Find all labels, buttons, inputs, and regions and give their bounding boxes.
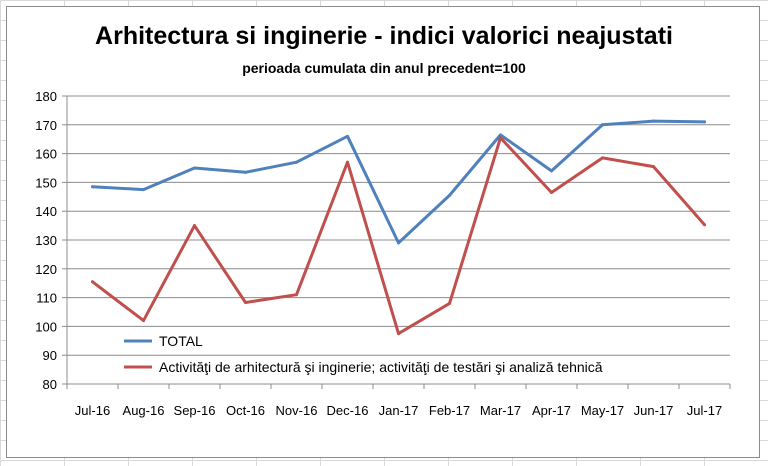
data-point[interactable] bbox=[499, 136, 502, 140]
data-point[interactable] bbox=[295, 160, 298, 164]
y-tick-labels: 80 90 100 110 120 130 140 150 160 170 180 bbox=[35, 89, 57, 392]
data-point[interactable] bbox=[703, 223, 706, 227]
x-tick-label: Sep-16 bbox=[174, 403, 216, 418]
y-tick-label: 150 bbox=[35, 175, 57, 190]
data-point[interactable] bbox=[550, 169, 553, 173]
data-point[interactable] bbox=[652, 119, 655, 123]
x-tick-label: Jul-16 bbox=[75, 403, 110, 418]
y-tick-label: 80 bbox=[43, 377, 57, 392]
data-point[interactable] bbox=[448, 193, 451, 197]
x-tick-label: Oct-16 bbox=[226, 403, 265, 418]
data-point[interactable] bbox=[652, 165, 655, 169]
data-point[interactable] bbox=[346, 160, 349, 164]
data-point[interactable] bbox=[142, 188, 145, 192]
y-tick-label: 160 bbox=[35, 147, 57, 162]
data-point[interactable] bbox=[499, 133, 502, 137]
x-tick-label: Mar-17 bbox=[480, 403, 521, 418]
data-point[interactable] bbox=[397, 332, 400, 336]
legend-label: Activităţi de arhitectură şi inginerie; … bbox=[159, 359, 603, 375]
data-point[interactable] bbox=[295, 293, 298, 297]
x-tick-label: May-17 bbox=[581, 403, 624, 418]
y-tick-label: 90 bbox=[43, 348, 57, 363]
x-tick-label: Feb-17 bbox=[429, 403, 470, 418]
data-point[interactable] bbox=[703, 120, 706, 124]
chart-subtitle: perioada cumulata din anul precedent=100 bbox=[242, 60, 526, 76]
series-line-1[interactable] bbox=[91, 136, 706, 336]
data-point[interactable] bbox=[601, 123, 604, 127]
axes bbox=[62, 95, 731, 389]
x-tick-label: Aug-16 bbox=[123, 403, 165, 418]
x-tick-labels: Jul-16 Aug-16 Sep-16 Oct-16 Nov-16 Dec-16 Jan-… bbox=[75, 403, 722, 418]
data-point[interactable] bbox=[244, 300, 247, 304]
chart-frame[interactable] bbox=[6, 6, 760, 458]
x-tick-label: Jan-17 bbox=[379, 403, 419, 418]
legend: TOTAL Activităţi de arhitectură şi ingine… bbox=[124, 333, 603, 375]
data-point[interactable] bbox=[550, 190, 553, 194]
y-tick-label: 100 bbox=[35, 319, 57, 334]
y-tick-label: 180 bbox=[35, 89, 57, 104]
data-point[interactable] bbox=[91, 185, 94, 189]
chart-title: Arhitectura si inginerie - indici valori… bbox=[95, 22, 673, 50]
y-tick-label: 140 bbox=[35, 204, 57, 219]
data-point[interactable] bbox=[346, 134, 349, 138]
x-tick-label: Nov-16 bbox=[276, 403, 318, 418]
data-point[interactable] bbox=[91, 280, 94, 284]
y-tick-label: 170 bbox=[35, 118, 57, 133]
x-tick-label: Apr-17 bbox=[532, 403, 571, 418]
x-tick-label: Dec-16 bbox=[327, 403, 369, 418]
data-point[interactable] bbox=[397, 241, 400, 245]
gridlines bbox=[67, 95, 730, 356]
y-tick-label: 130 bbox=[35, 233, 57, 248]
series-lines bbox=[91, 119, 706, 336]
y-tick-label: 120 bbox=[35, 262, 57, 277]
data-point[interactable] bbox=[244, 170, 247, 174]
y-tick-label: 110 bbox=[36, 291, 57, 306]
data-point[interactable] bbox=[601, 156, 604, 160]
x-tick-label: Jun-17 bbox=[634, 403, 674, 418]
data-point[interactable] bbox=[142, 319, 145, 323]
data-point[interactable] bbox=[448, 301, 451, 305]
data-point[interactable] bbox=[193, 166, 196, 170]
legend-label: TOTAL bbox=[159, 333, 203, 349]
data-point[interactable] bbox=[193, 224, 196, 228]
x-tick-label: Jul-17 bbox=[687, 403, 722, 418]
